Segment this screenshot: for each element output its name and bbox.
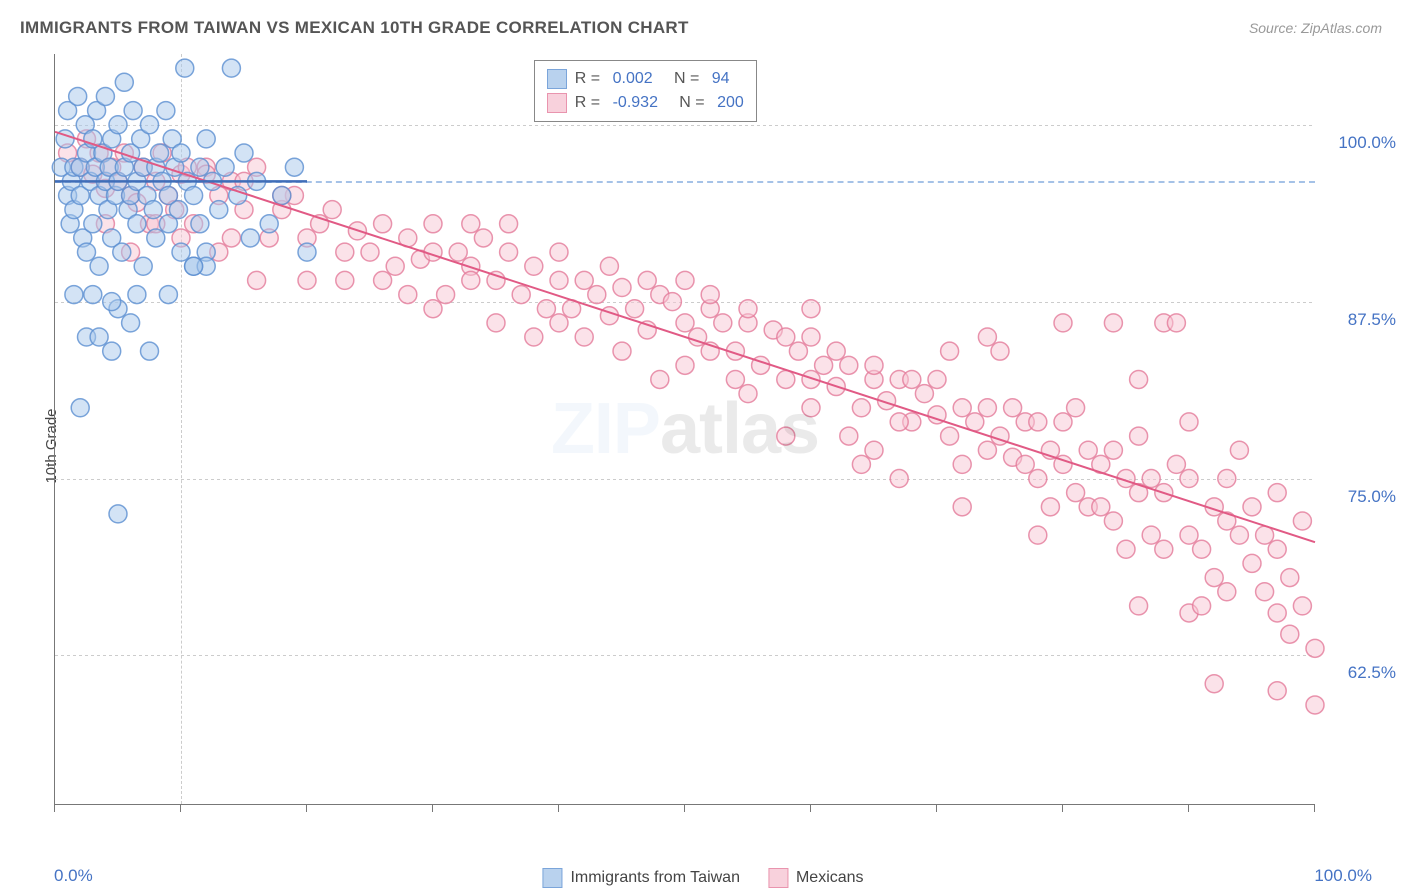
swatch-taiwan-icon: [547, 69, 567, 89]
n-label: N =: [666, 91, 709, 115]
x-axis-min-label: 0.0%: [54, 866, 93, 886]
series-legend: Immigrants from Taiwan Mexicans: [542, 868, 863, 888]
scatter-svg: [55, 54, 1315, 804]
r-value-taiwan: 0.002: [613, 67, 653, 91]
y-tick-label: 75.0%: [1348, 487, 1396, 507]
swatch-mexican-icon: [768, 868, 788, 888]
x-tick: [1062, 804, 1063, 812]
y-tick-label: 62.5%: [1348, 663, 1396, 683]
chart-title: IMMIGRANTS FROM TAIWAN VS MEXICAN 10TH G…: [20, 18, 689, 38]
x-tick: [810, 804, 811, 812]
n-label: N =: [661, 67, 704, 91]
y-tick-label: 87.5%: [1348, 310, 1396, 330]
x-tick: [54, 804, 55, 812]
x-axis-max-label: 100.0%: [1314, 866, 1372, 886]
legend-item-taiwan: Immigrants from Taiwan: [542, 868, 740, 888]
source-attribution: Source: ZipAtlas.com: [1249, 20, 1382, 36]
x-tick: [306, 804, 307, 812]
x-tick: [684, 804, 685, 812]
r-label: R =: [575, 91, 605, 115]
stats-legend: R = 0.002 N = 94 R = -0.932 N = 200: [534, 60, 757, 122]
x-tick: [1188, 804, 1189, 812]
legend-label-mexican: Mexicans: [796, 869, 864, 887]
r-label: R =: [575, 67, 605, 91]
x-tick: [936, 804, 937, 812]
r-value-mexican: -0.932: [613, 91, 658, 115]
legend-label-taiwan: Immigrants from Taiwan: [570, 869, 740, 887]
swatch-mexican-icon: [547, 93, 567, 113]
y-tick-label: 100.0%: [1338, 133, 1396, 153]
x-tick: [558, 804, 559, 812]
stats-row-taiwan: R = 0.002 N = 94: [547, 67, 744, 91]
plot-area: ZIPatlas R = 0.002 N = 94 R = -0.932 N =…: [54, 54, 1315, 805]
stats-row-mexican: R = -0.932 N = 200: [547, 91, 744, 115]
swatch-taiwan-icon: [542, 868, 562, 888]
x-tick: [180, 804, 181, 812]
legend-item-mexican: Mexicans: [768, 868, 864, 888]
x-tick: [432, 804, 433, 812]
x-tick: [1314, 804, 1315, 812]
n-value-mexican: 200: [717, 91, 744, 115]
n-value-taiwan: 94: [712, 67, 730, 91]
